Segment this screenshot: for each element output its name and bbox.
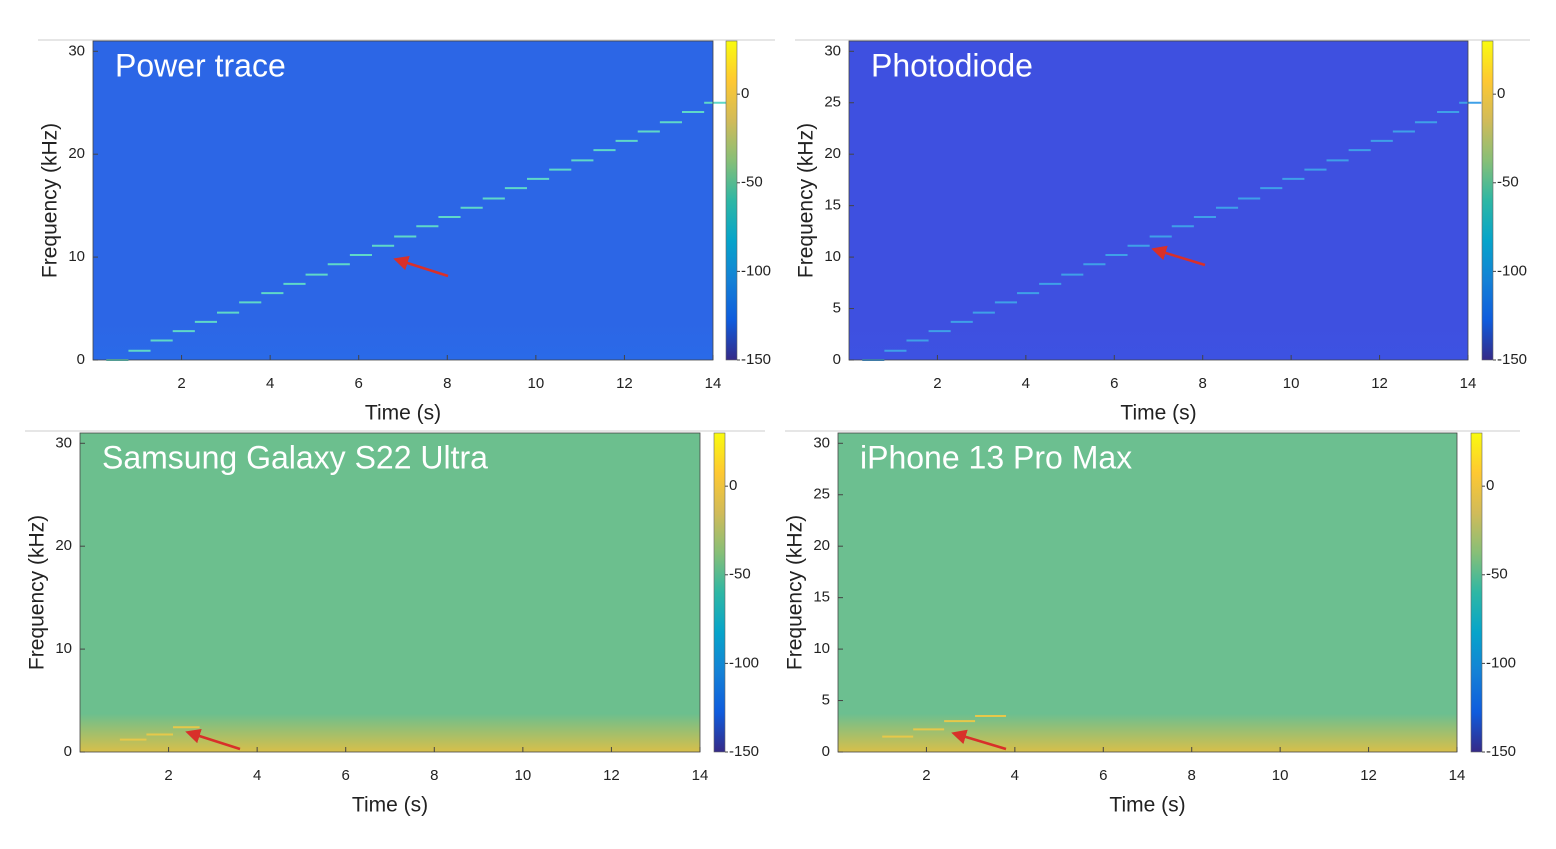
- x-tick-label: 8: [430, 767, 438, 784]
- x-tick-label: 6: [355, 375, 363, 392]
- y-axis-label: Frequency (kHz): [26, 515, 49, 670]
- x-tick-label: 8: [443, 375, 451, 392]
- y-tick-label: 10: [813, 640, 830, 657]
- axes-frame: [848, 40, 1469, 361]
- colorbar: [1470, 432, 1483, 753]
- x-tick-label: 2: [164, 767, 172, 784]
- x-axis-label: Time (s): [365, 402, 441, 425]
- x-tick-label: 10: [528, 375, 545, 392]
- x-tick-label: 12: [603, 767, 620, 784]
- y-tick-label: 0: [64, 743, 72, 760]
- x-tick-label: 12: [1371, 375, 1388, 392]
- y-tick-label: 30: [813, 434, 830, 451]
- colorbar-tick-label: -100: [729, 654, 759, 671]
- colorbar-tick-label: -100: [1497, 262, 1527, 279]
- colorbar-tick-label: -50: [729, 566, 751, 583]
- y-tick-label: 0: [833, 351, 841, 368]
- arrow: [1151, 245, 1206, 267]
- colorbar-tick-label: -150: [1486, 743, 1516, 760]
- y-tick-label: 25: [824, 94, 841, 111]
- y-tick-label: 20: [824, 145, 841, 162]
- y-axis-label: Frequency (kHz): [784, 515, 807, 670]
- colorbar-tick-label: -50: [1486, 566, 1508, 583]
- y-tick-label: 0: [822, 743, 830, 760]
- plot-area: [93, 41, 713, 360]
- x-tick-label: 2: [933, 375, 941, 392]
- axes-frame: [837, 432, 1458, 753]
- x-tick-label: 12: [1360, 767, 1377, 784]
- y-axis-label: Frequency (kHz): [39, 123, 62, 278]
- x-tick-label: 10: [1283, 375, 1300, 392]
- x-tick-label: 14: [705, 375, 722, 392]
- y-tick-label: 10: [824, 248, 841, 265]
- colorbar-tick-label: 0: [729, 477, 737, 494]
- title: Photodiode: [871, 47, 1033, 83]
- x-tick-label: 8: [1188, 767, 1196, 784]
- y-tick-label: 5: [833, 300, 841, 317]
- y-tick-label: 30: [68, 42, 85, 59]
- x-tick-label: 10: [1272, 767, 1289, 784]
- y-tick-label: 10: [55, 640, 72, 657]
- y-tick-label: 0: [77, 351, 85, 368]
- y-tick-label: 25: [813, 486, 830, 503]
- x-axis-label: Time (s): [352, 794, 428, 817]
- x-tick-label: 4: [253, 767, 261, 784]
- colorbar-tick-label: 0: [1486, 477, 1494, 494]
- x-tick-label: 4: [1011, 767, 1019, 784]
- y-tick-label: 15: [813, 589, 830, 606]
- arrow: [951, 729, 1007, 751]
- title: Samsung Galaxy S22 Ultra: [102, 439, 488, 475]
- x-tick-label: 2: [177, 375, 185, 392]
- x-tick-label: 4: [1022, 375, 1030, 392]
- y-tick-label: 20: [813, 537, 830, 554]
- x-axis-label: Time (s): [1120, 402, 1196, 425]
- plot-area: [838, 433, 1457, 752]
- x-tick-label: 6: [1110, 375, 1118, 392]
- y-tick-label: 30: [824, 42, 841, 59]
- y-tick-label: 15: [824, 197, 841, 214]
- x-tick-label: 14: [1460, 375, 1477, 392]
- colorbar-tick-label: -100: [741, 262, 771, 279]
- plot-area: [849, 41, 1468, 360]
- x-tick-label: 14: [692, 767, 709, 784]
- y-tick-label: 20: [55, 537, 72, 554]
- y-tick-label: 10: [68, 248, 85, 265]
- x-tick-label: 14: [1449, 767, 1466, 784]
- title: iPhone 13 Pro Max: [860, 439, 1132, 475]
- colorbar-tick-label: -50: [1497, 174, 1519, 191]
- x-tick-label: 4: [266, 375, 274, 392]
- colorbar: [1481, 40, 1494, 361]
- plot-area: [80, 433, 700, 752]
- colorbar-tick-label: -150: [729, 743, 759, 760]
- colorbar-tick-label: -50: [741, 174, 763, 191]
- colorbar: [713, 432, 726, 753]
- y-tick-label: 30: [55, 434, 72, 451]
- colorbar-tick-label: 0: [741, 85, 749, 102]
- colorbar-tick-label: -100: [1486, 654, 1516, 671]
- y-tick-label: 20: [68, 145, 85, 162]
- x-axis-label: Time (s): [1109, 794, 1185, 817]
- title: Power trace: [115, 47, 286, 83]
- x-tick-label: 6: [1099, 767, 1107, 784]
- axes-frame: [79, 432, 701, 753]
- colorbar: [725, 40, 738, 361]
- x-tick-label: 6: [342, 767, 350, 784]
- x-tick-label: 2: [922, 767, 930, 784]
- arrow: [393, 255, 449, 278]
- x-tick-label: 12: [616, 375, 633, 392]
- y-tick-label: 5: [822, 692, 830, 709]
- arrow: [185, 728, 241, 751]
- x-tick-label: 8: [1199, 375, 1207, 392]
- colorbar-tick-label: -150: [1497, 351, 1527, 368]
- colorbar-tick-label: -150: [741, 351, 771, 368]
- x-tick-label: 10: [515, 767, 532, 784]
- axes-frame: [92, 40, 714, 361]
- colorbar-tick-label: 0: [1497, 85, 1505, 102]
- y-axis-label: Frequency (kHz): [795, 123, 818, 278]
